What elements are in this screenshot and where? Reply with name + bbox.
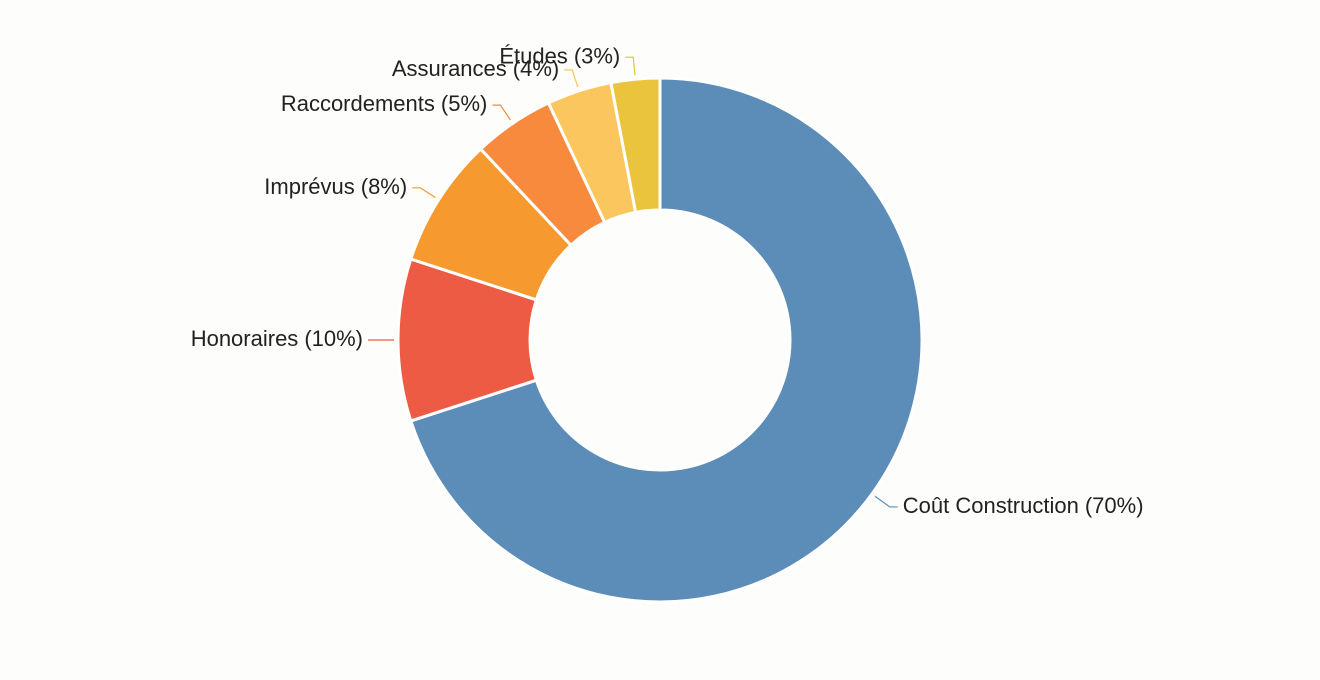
donut-slice <box>408 76 924 604</box>
leader-line <box>412 187 436 198</box>
slice-name: Études <box>499 43 568 68</box>
slice-label: Honoraires (10%) <box>191 326 363 351</box>
slice-name: Coût Construction <box>903 493 1079 518</box>
slice-name: Honoraires <box>191 326 299 351</box>
slice-percent: (8%) <box>361 174 407 199</box>
slice-label: Imprévus (8%) <box>264 174 407 199</box>
slice-label: Raccordements (5%) <box>281 91 488 116</box>
slice-label: Assurances (4%) <box>392 56 559 81</box>
leader-line <box>492 104 511 121</box>
slice-name: Imprévus <box>264 174 354 199</box>
slice-label: Coût Construction (70%) <box>903 493 1144 518</box>
slice-percent: (70%) <box>1085 493 1144 518</box>
slice-percent: (10%) <box>304 326 363 351</box>
leader-line <box>874 495 898 508</box>
slice-percent: (3%) <box>574 43 620 68</box>
leader-line <box>564 69 579 88</box>
donut-slice <box>609 76 662 215</box>
slice-percent: (4%) <box>513 56 559 81</box>
slice-label: Études (3%) <box>499 43 620 68</box>
leader-line <box>625 56 636 76</box>
slice-name: Assurances <box>392 56 507 81</box>
slice-percent: (5%) <box>441 91 487 116</box>
slice-name: Raccordements <box>281 91 435 116</box>
